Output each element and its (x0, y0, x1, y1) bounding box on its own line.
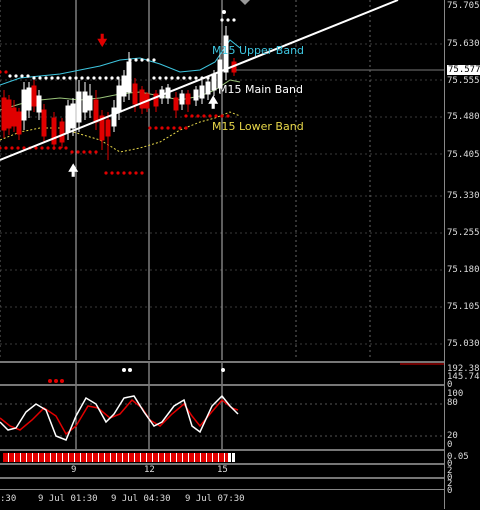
main-chart-svg (0, 0, 444, 360)
indicator-dots-pane[interactable] (0, 363, 444, 384)
sell-arrow-icon: 🠟 (97, 31, 108, 50)
price-label-6: 75.330 (447, 191, 480, 201)
current-price-tag: 75.577 (447, 65, 480, 75)
bar-axis-label-3: 2 (447, 466, 453, 476)
stoch-signal-line (0, 398, 239, 436)
main-band-line (0, 79, 241, 111)
buy-arrow-icon-2: 🠝 (208, 93, 219, 112)
pane-separator-4[interactable] (0, 463, 480, 465)
signal-bar-end (228, 453, 236, 462)
price-label-1: 75.705 (447, 1, 480, 11)
pane-separator-3[interactable] (0, 449, 480, 451)
time-axis[interactable] (0, 489, 444, 510)
empty-lower-pane[interactable] (0, 479, 444, 489)
pane-separator-5[interactable] (0, 477, 480, 479)
bar-axis-label-2: 0 (447, 459, 453, 469)
indicator-zero-label: 0 (447, 380, 453, 390)
red-dot-levels (0, 70, 230, 175)
candlesticks (1, 26, 237, 160)
time-label-1: 9 Jul 01:30 (38, 494, 98, 504)
price-label-9: 75.105 (447, 302, 480, 312)
price-axis[interactable] (444, 0, 480, 509)
session-lines-minor (0, 0, 371, 360)
price-label-5: 75.405 (447, 150, 480, 160)
upper-band-label: M15 Upper Band (212, 44, 305, 57)
price-label-3: 75.555 (447, 76, 480, 86)
bar-axis-label-1: 0.05 (447, 452, 469, 462)
signal-bar-pane[interactable] (0, 451, 444, 463)
lower-band-label: M15 Lower Band (212, 120, 304, 133)
indicator-dots-svg (48, 363, 444, 384)
bar-axis-label-5: 2 (447, 479, 453, 489)
indicator-second-label: 145.74 (447, 372, 480, 382)
bar-scale-9: 9 (71, 465, 77, 475)
indicator-top-label: 192.38 (447, 364, 480, 374)
time-label-0: :30 (0, 494, 17, 504)
stochastic-pane[interactable] (0, 386, 444, 449)
bar-axis-label-4: 0 (447, 473, 453, 483)
pane-separator-2[interactable] (0, 384, 480, 386)
buy-arrow-icon: 🠝 (68, 161, 79, 180)
price-label-4: 75.480 (447, 112, 480, 122)
stoch-100-label: 100 (447, 389, 464, 399)
price-label-8: 75.180 (447, 265, 480, 275)
trend-line[interactable] (0, 0, 399, 161)
bar-axis-label-6: 0 (447, 486, 453, 496)
time-label-2: 9 Jul 04:30 (111, 494, 171, 504)
bar-scale-12: 12 (144, 465, 155, 475)
stochastic-svg (0, 386, 444, 449)
stoch-main-line (0, 394, 239, 441)
bar-scale-15: 15 (217, 465, 228, 475)
pane-separator-1[interactable] (0, 361, 480, 363)
main-chart-pane[interactable]: 🠟 🠝 🠝 M15 Upper Band M15 Main Band M15 L… (0, 0, 444, 360)
price-label-7: 75.255 (447, 228, 480, 238)
stoch-80-label: 80 (447, 398, 458, 408)
main-band-label: M15 Main Band (218, 83, 303, 96)
price-label-10: 75.030 (447, 339, 480, 349)
stoch-0-label: 0 (447, 440, 453, 450)
price-label-2: 75.630 (447, 39, 480, 49)
time-label-3: 9 Jul 07:30 (185, 494, 245, 504)
top-marker-icon (240, 0, 250, 5)
signal-bar-strip (3, 453, 235, 462)
stoch-20-label: 20 (447, 431, 458, 441)
